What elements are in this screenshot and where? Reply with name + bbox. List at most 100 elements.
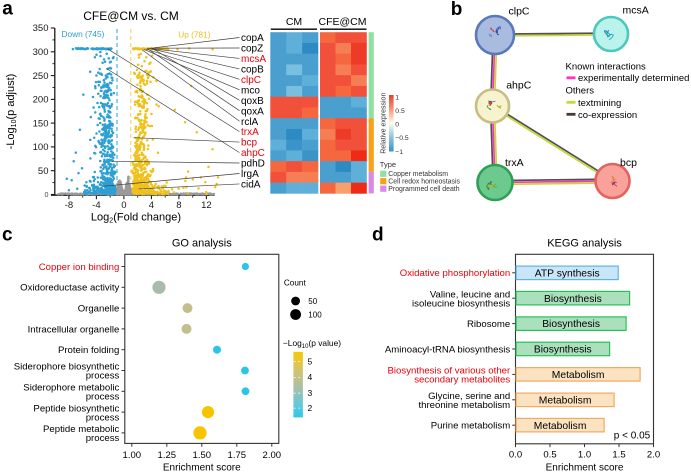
svg-text:Peptide metabolic: Peptide metabolic — [43, 424, 119, 435]
svg-text:0.0: 0.0 — [509, 450, 522, 461]
svg-text:copZ: copZ — [241, 44, 263, 55]
svg-text:Biosynthesis: Biosynthesis — [542, 319, 600, 330]
svg-text:mcsA: mcsA — [241, 54, 266, 65]
svg-text:copB: copB — [241, 65, 264, 76]
svg-text:Siderophore metabolic: Siderophore metabolic — [23, 383, 119, 394]
svg-text:Metabolism: Metabolism — [534, 421, 587, 432]
svg-text:2: 2 — [308, 403, 313, 413]
svg-text:process: process — [86, 371, 120, 382]
svg-text:c: c — [2, 225, 13, 246]
svg-text:1.75: 1.75 — [228, 450, 247, 461]
svg-text:Purine metabolism: Purine metabolism — [431, 421, 510, 432]
svg-text:b: b — [451, 0, 463, 20]
svg-text:Valine, leucine and: Valine, leucine and — [430, 289, 510, 300]
svg-text:Siderophore biosynthetic: Siderophore biosynthetic — [14, 362, 120, 373]
svg-text:ahpC: ahpC — [506, 80, 532, 92]
svg-text:−Log10(p value): −Log10(p value) — [283, 338, 341, 350]
svg-text:process: process — [86, 433, 120, 444]
svg-text:d: d — [372, 225, 384, 246]
svg-text:2.00: 2.00 — [263, 450, 282, 461]
svg-text:Known interactions: Known interactions — [566, 62, 647, 73]
svg-text:-8: -8 — [65, 200, 73, 211]
svg-text:Log2(Fold change): Log2(Fold change) — [91, 212, 181, 225]
svg-text:bcp: bcp — [241, 138, 258, 149]
svg-text:Count: Count — [284, 279, 307, 288]
svg-text:Copper ion binding: Copper ion binding — [39, 262, 120, 273]
svg-text:trxA: trxA — [241, 127, 259, 138]
svg-text:mco: mco — [241, 85, 260, 96]
svg-text:copA: copA — [241, 33, 264, 44]
svg-text:1.50: 1.50 — [193, 450, 212, 461]
svg-text:Oxidative phosphorylation: Oxidative phosphorylation — [400, 268, 510, 279]
svg-text:350: 350 — [33, 23, 49, 34]
svg-text:Protein folding: Protein folding — [58, 345, 119, 356]
svg-text:Biosynthesis of various other: Biosynthesis of various other — [388, 366, 511, 377]
svg-text:200: 200 — [33, 95, 49, 106]
svg-text:cidA: cidA — [241, 180, 261, 191]
svg-text:Cell redox homeostasis: Cell redox homeostasis — [388, 179, 460, 186]
svg-text:−1: −1 — [395, 149, 403, 156]
svg-text:50: 50 — [308, 297, 317, 306]
svg-text:qoxB: qoxB — [241, 96, 264, 107]
svg-text:Metabolism: Metabolism — [552, 370, 605, 381]
svg-text:Glycine, serine and: Glycine, serine and — [428, 391, 510, 402]
svg-text:p < 0.05: p < 0.05 — [614, 431, 651, 442]
svg-text:ATP synthesis: ATP synthesis — [535, 268, 600, 279]
svg-text:lrgA: lrgA — [241, 169, 259, 180]
svg-text:CFE@CM vs. CM: CFE@CM vs. CM — [83, 9, 179, 23]
svg-text:2.0: 2.0 — [647, 450, 660, 461]
svg-text:qoxA: qoxA — [241, 106, 264, 117]
svg-text:4: 4 — [149, 200, 154, 211]
svg-text:300: 300 — [33, 47, 49, 58]
svg-text:250: 250 — [33, 71, 49, 82]
svg-text:Enrichment score: Enrichment score — [546, 463, 624, 474]
svg-text:150: 150 — [33, 118, 49, 129]
svg-text:mcsA: mcsA — [623, 5, 649, 17]
svg-text:4: 4 — [308, 372, 313, 382]
svg-text:100: 100 — [308, 310, 322, 319]
svg-text:co-expression: co-expression — [578, 110, 637, 121]
svg-text:secondary metabolites: secondary metabolites — [414, 375, 510, 386]
svg-text:1: 1 — [395, 94, 399, 101]
svg-text:bcp: bcp — [620, 157, 637, 169]
svg-text:12: 12 — [201, 200, 212, 211]
svg-text:-4: -4 — [92, 200, 100, 211]
svg-text:clpC: clpC — [509, 6, 530, 18]
svg-text:0.5: 0.5 — [395, 108, 405, 115]
svg-text:KEGG analysis: KEGG analysis — [547, 238, 622, 250]
svg-text:Others: Others — [566, 86, 595, 97]
svg-text:textmining: textmining — [578, 98, 621, 109]
svg-text:rclA: rclA — [241, 117, 259, 128]
svg-text:Enrichment score: Enrichment score — [163, 463, 241, 474]
svg-text:5: 5 — [308, 356, 313, 366]
svg-text:Peptide biosynthetic: Peptide biosynthetic — [33, 403, 119, 414]
svg-text:Aminoacyl-tRNA biosynthesis: Aminoacyl-tRNA biosynthesis — [385, 344, 511, 355]
svg-text:pdhD: pdhD — [241, 159, 265, 170]
svg-text:Biosynthesis: Biosynthesis — [534, 345, 592, 356]
svg-text:ahpC: ahpC — [241, 148, 265, 159]
svg-text:50: 50 — [38, 166, 49, 177]
svg-text:Oxidoreductase activity: Oxidoreductase activity — [20, 283, 119, 294]
svg-text:CFE@CM: CFE@CM — [319, 16, 367, 28]
svg-text:GO analysis: GO analysis — [172, 238, 232, 250]
svg-text:−0.5: −0.5 — [395, 135, 409, 142]
svg-text:Relative expression: Relative expression — [381, 93, 388, 154]
svg-text:CM: CM — [286, 16, 302, 28]
svg-text:1.0: 1.0 — [578, 450, 591, 461]
svg-text:Type: Type — [380, 160, 396, 169]
svg-text:0.5: 0.5 — [543, 450, 556, 461]
svg-text:0: 0 — [395, 122, 399, 129]
svg-text:Up (781): Up (781) — [178, 30, 211, 40]
svg-text:100: 100 — [33, 142, 49, 153]
svg-text:Ribosome: Ribosome — [467, 319, 510, 330]
svg-text:Down (745): Down (745) — [62, 29, 105, 39]
svg-text:clpC: clpC — [241, 75, 261, 86]
svg-text:1.5: 1.5 — [612, 450, 625, 461]
svg-text:8: 8 — [176, 200, 181, 211]
svg-text:process: process — [86, 412, 120, 423]
svg-text:isoleucine biosynthesis: isoleucine biosynthesis — [412, 298, 510, 309]
svg-text:Intracellular organelle: Intracellular organelle — [28, 324, 120, 335]
svg-text:1.25: 1.25 — [158, 450, 177, 461]
svg-text:Copper metabolism: Copper metabolism — [388, 171, 448, 178]
svg-text:-Log10(p adjust): -Log10(p adjust) — [5, 74, 18, 150]
